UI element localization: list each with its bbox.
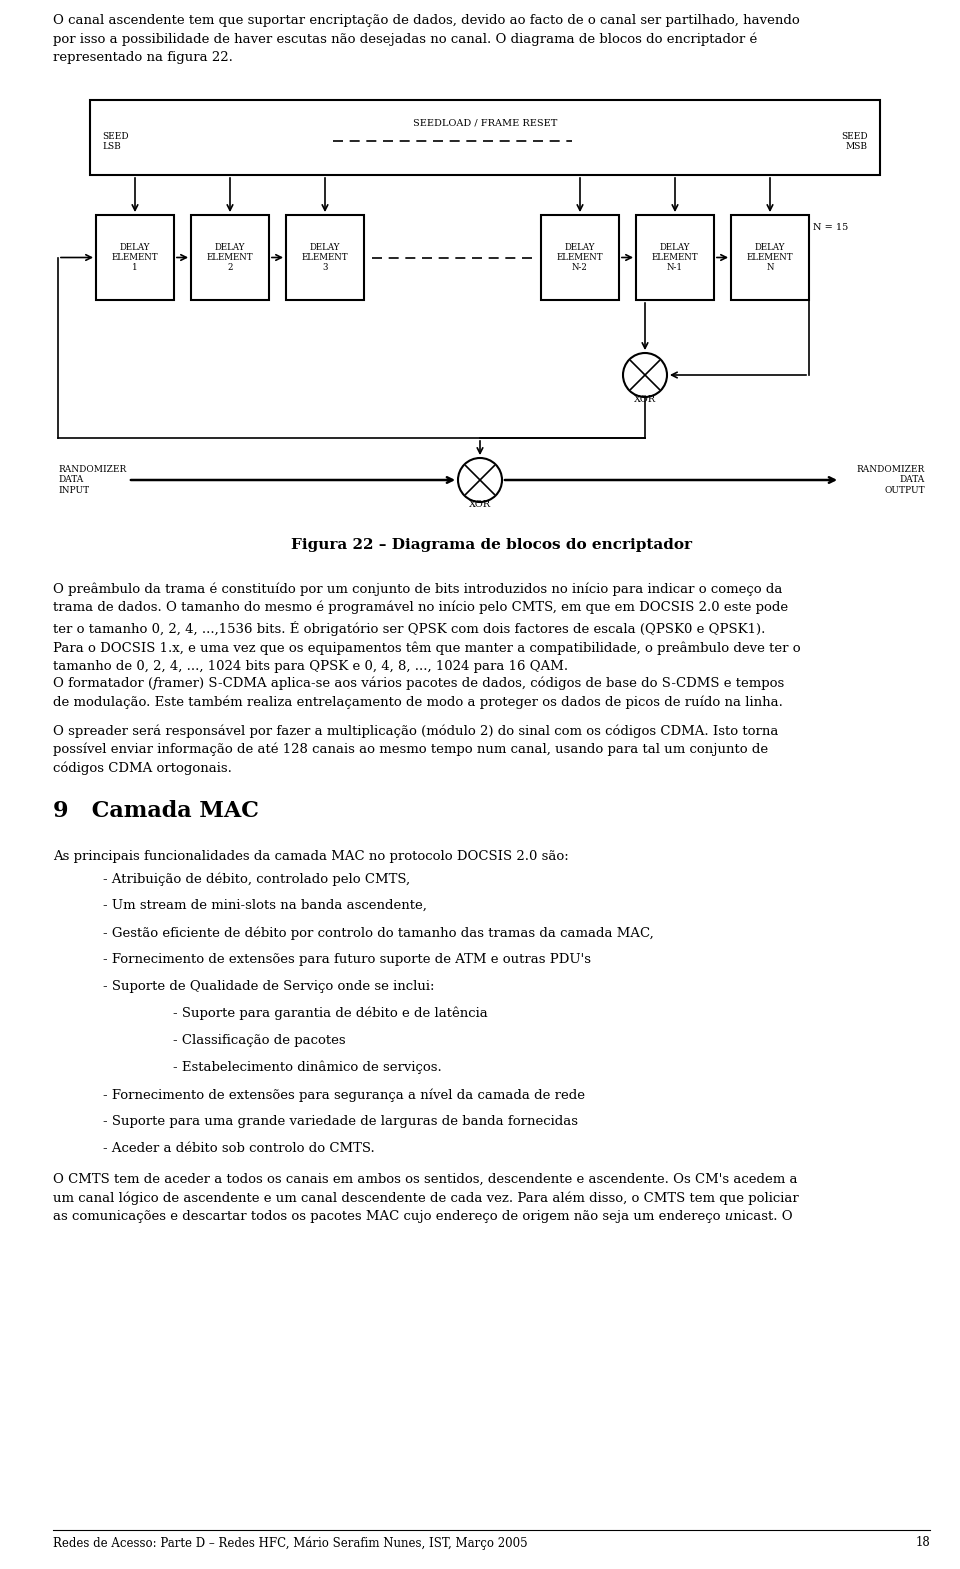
Text: O spreader será responsável por fazer a multiplicação (módulo 2) do sinal com os: O spreader será responsável por fazer a … [53,723,779,775]
Bar [731,215,809,300]
Text: DELAY
ELEMENT
N-1: DELAY ELEMENT N-1 [652,243,698,271]
Text: XOR: XOR [634,395,656,403]
Text: O preâmbulo da trama é constituído por um conjunto de bits introduzidos no iníci: O preâmbulo da trama é constituído por u… [53,582,801,673]
Text: - Suporte para garantia de débito e de latência: - Suporte para garantia de débito e de l… [173,1007,488,1020]
Text: - Aceder a débito sob controlo do CMTS.: - Aceder a débito sob controlo do CMTS. [103,1142,374,1155]
Text: - Fornecimento de extensões para futuro suporte de ATM e outras PDU's: - Fornecimento de extensões para futuro … [103,952,591,967]
Text: 9   Camada MAC: 9 Camada MAC [53,800,259,822]
Text: DELAY
ELEMENT
3: DELAY ELEMENT 3 [301,243,348,271]
Text: Figura 22 – Diagrama de blocos do encriptador: Figura 22 – Diagrama de blocos do encrip… [291,538,692,552]
Text: - Classificação de pacotes: - Classificação de pacotes [173,1034,346,1047]
Text: SEEDLOAD / FRAME RESET: SEEDLOAD / FRAME RESET [413,118,557,127]
Text: - Atribuição de débito, controlado pelo CMTS,: - Atribuição de débito, controlado pelo … [103,872,410,885]
Text: RANDOMIZER
DATA
INPUT: RANDOMIZER DATA INPUT [58,464,127,494]
Bar [90,100,880,176]
Text: DELAY
ELEMENT
N: DELAY ELEMENT N [747,243,793,271]
Text: O formatador (𝑓ramer) S-CDMA aplica-se aos vários pacotes de dados, códigos de b: O formatador (𝑓ramer) S-CDMA aplica-se a… [53,676,784,709]
Text: XOR: XOR [468,501,492,508]
Text: DELAY
ELEMENT
2: DELAY ELEMENT 2 [206,243,253,271]
Bar [191,215,269,300]
Text: O CMTS tem de aceder a todos os canais em ambos os sentidos, descendente e ascen: O CMTS tem de aceder a todos os canais e… [53,1174,799,1224]
Circle shape [623,353,667,397]
Text: RANDOMIZER
DATA
OUTPUT: RANDOMIZER DATA OUTPUT [856,464,925,494]
Text: - Gestão eficiente de débito por controlo do tamanho das tramas da camada MAC,: - Gestão eficiente de débito por control… [103,926,654,940]
Text: As principais funcionalidades da camada MAC no protocolo DOCSIS 2.0 são:: As principais funcionalidades da camada … [53,850,568,863]
Text: SEED
MSB: SEED MSB [841,132,868,151]
Text: N = 15: N = 15 [813,223,849,232]
Bar [636,215,714,300]
Bar [286,215,364,300]
Text: Redes de Acesso: Parte D – Redes HFC, Mário Serafim Nunes, IST, Março 2005: Redes de Acesso: Parte D – Redes HFC, Má… [53,1536,528,1550]
Text: DELAY
ELEMENT
1: DELAY ELEMENT 1 [111,243,158,271]
Bar [541,215,619,300]
Text: SEED
LSB: SEED LSB [102,132,129,151]
Text: - Suporte de Qualidade de Serviço onde se inclui:: - Suporte de Qualidade de Serviço onde s… [103,981,435,993]
Text: 18: 18 [915,1536,930,1549]
Circle shape [458,458,502,502]
Text: - Um stream de mini-slots na banda ascendente,: - Um stream de mini-slots na banda ascen… [103,899,427,912]
Text: DELAY
ELEMENT
N-2: DELAY ELEMENT N-2 [557,243,603,271]
Text: - Suporte para uma grande variedade de larguras de banda fornecidas: - Suporte para uma grande variedade de l… [103,1116,578,1128]
Text: O canal ascendente tem que suportar encriptação de dados, devido ao facto de o c: O canal ascendente tem que suportar encr… [53,14,800,64]
Bar [96,215,174,300]
Text: - Fornecimento de extensões para segurança a nível da camada de rede: - Fornecimento de extensões para seguran… [103,1087,585,1101]
Text: - Estabelecimento dinâmico de serviços.: - Estabelecimento dinâmico de serviços. [173,1061,442,1075]
